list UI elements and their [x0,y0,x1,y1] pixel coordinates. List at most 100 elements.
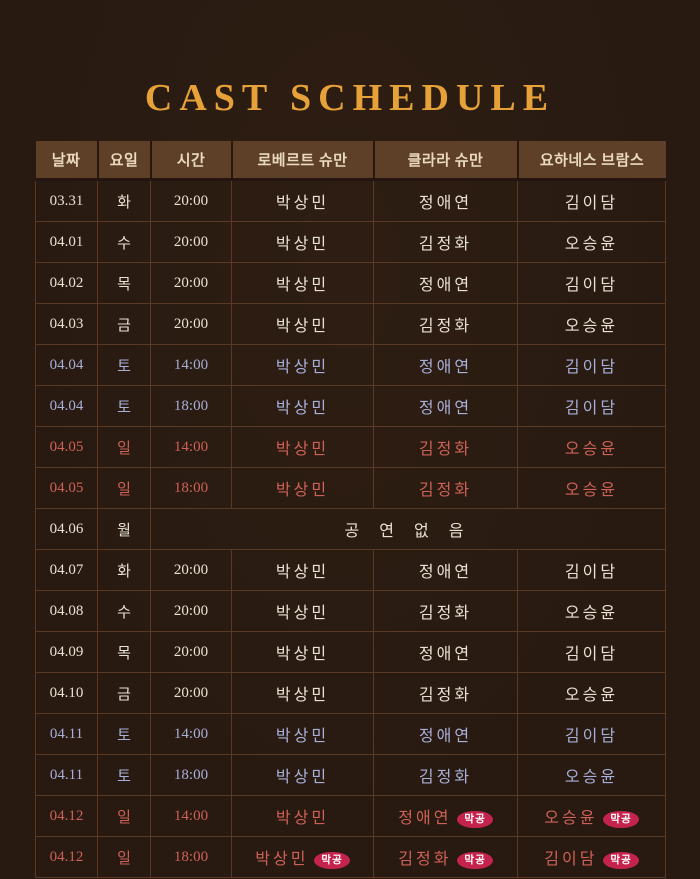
johannes-brahms-cast-cell: 김이담 [517,262,666,304]
final-show-badge: 막공 [603,851,639,870]
clara-schumann-cast-cell: 정애연 [373,549,518,591]
robert-schumann-cast-cell: 박상민 [231,631,374,673]
date-cell: 04.12 [35,795,98,837]
time-cell: 18:00 [150,836,232,878]
table-row: 04.04 토 14:00 박상민 정애연 김이담 [35,344,666,386]
robert-schumann-cast-cell-text: 박상민 [275,318,330,335]
page-title: CAST SCHEDULE [144,77,556,119]
clara-schumann-cast-cell: 정애연 [373,262,518,304]
time-cell: 20:00 [150,262,232,304]
final-show-badge: 막공 [457,851,493,870]
date-cell: 04.11 [35,754,98,796]
clara-schumann-cast-cell: 김정화 막공 [373,836,518,878]
time-cell-text: 20:00 [173,274,209,291]
date-cell: 04.04 [35,385,98,427]
robert-schumann-cast-cell-text: 박상민 [255,850,309,868]
robert-schumann-cast-cell: 박상민 [231,754,374,796]
table-row: 04.09 목 20:00 박상민 정애연 김이담 [35,631,666,673]
robert-schumann-cast-cell: 박상민 [231,713,374,755]
johannes-brahms-cast-cell: 오승윤 [517,426,666,468]
clara-schumann-cast-cell-text: 정애연 [418,564,473,581]
date-cell-text: 04.02 [49,274,84,291]
clara-schumann-cast-cell: 김정화 [373,467,518,509]
clara-schumann-cast-cell: 김정화 [373,754,518,796]
no-show-cell-text: 공 연 없 음 [344,523,472,540]
final-show-badge: 막공 [603,810,639,829]
date-cell: 04.05 [35,426,98,468]
date-cell: 04.04 [35,344,98,386]
clara-schumann-cast-cell: 김정화 [373,672,518,714]
clara-schumann-cast-cell-text: 김정화 [418,482,473,499]
day-cell: 수 [97,221,151,263]
table-row: 04.12 일 14:00 박상민 정애연 막공 오승윤 막공 [35,795,666,837]
robert-schumann-cast-cell: 박상민 [231,590,374,632]
johannes-brahms-cast-cell: 오승윤 [517,303,666,345]
day-cell: 목 [97,631,151,673]
date-cell: 04.08 [35,590,98,632]
date-cell-text: 04.01 [49,233,84,250]
robert-schumann-cast-cell: 박상민 [231,221,374,263]
robert-schumann-cast-cell: 박상민 [231,672,374,714]
robert-schumann-cast-cell: 박상민 [231,385,374,427]
column-header: 날짜 [35,141,99,181]
column-header: 시간 [150,141,233,181]
date-cell: 04.02 [35,262,98,304]
day-cell-text: 화 [117,194,131,211]
clara-schumann-cast-cell-text: 김정화 [418,687,473,704]
day-cell: 토 [97,713,151,755]
time-cell: 14:00 [150,713,232,755]
date-cell-text: 04.04 [49,356,84,373]
day-cell-text: 일 [117,481,131,498]
time-cell-text: 14:00 [173,807,209,824]
date-cell-text: 04.06 [49,520,84,537]
table-row: 04.04 토 18:00 박상민 정애연 김이담 [35,385,666,427]
day-cell-text: 목 [117,645,131,662]
schedule-body: 03.31 화 20:00 박상민 정애연 김이담 04.01 수 20:00 박상민 김정화 오승윤… [35,179,666,878]
day-cell-text: 월 [117,522,131,539]
robert-schumann-cast-cell: 박상민 [231,344,374,386]
day-cell: 일 [97,426,151,468]
date-cell: 03.31 [35,179,98,222]
date-cell: 04.11 [35,713,98,755]
date-cell-text: 04.10 [49,684,84,701]
final-show-badge: 막공 [457,810,493,829]
day-cell: 수 [97,590,151,632]
robert-schumann-cast-cell-text: 박상민 [275,687,330,704]
table-row: 04.01 수 20:00 박상민 김정화 오승윤 [35,221,666,263]
date-cell: 04.09 [35,631,98,673]
table-row: 04.03 금 20:00 박상민 김정화 오승윤 [35,303,666,345]
robert-schumann-cast-cell-text: 박상민 [275,564,330,581]
clara-schumann-cast-cell: 정애연 [373,713,518,755]
robert-schumann-cast-cell: 박상민 [231,303,374,345]
date-cell-text: 04.03 [49,315,84,332]
robert-schumann-cast-cell-text: 박상민 [275,441,330,458]
robert-schumann-cast-cell: 박상민 [231,795,374,837]
time-cell-text: 20:00 [173,315,209,332]
time-cell-text: 20:00 [173,561,209,578]
johannes-brahms-cast-cell-text: 오승윤 [544,809,598,827]
robert-schumann-cast-cell-text: 박상민 [275,728,330,745]
day-cell-text: 금 [117,686,131,703]
date-cell-text: 04.11 [49,766,84,783]
robert-schumann-cast-cell: 박상민 [231,179,374,222]
johannes-brahms-cast-cell-text: 김이담 [564,564,619,581]
johannes-brahms-cast-cell-text: 김이담 [564,646,619,663]
date-cell-text: 04.12 [49,848,84,865]
day-cell-text: 토 [117,768,131,785]
robert-schumann-cast-cell: 박상민 [231,426,374,468]
table-row: 04.05 일 14:00 박상민 김정화 오승윤 [35,426,666,468]
robert-schumann-cast-cell-text: 박상민 [275,482,330,499]
day-cell: 목 [97,262,151,304]
table-row: 04.10 금 20:00 박상민 김정화 오승윤 [35,672,666,714]
table-row: 03.31 화 20:00 박상민 정애연 김이담 [35,179,666,222]
time-cell-text: 14:00 [173,725,209,742]
day-cell: 금 [97,672,151,714]
date-cell-text: 04.08 [49,602,84,619]
clara-schumann-cast-cell-text: 정애연 [418,646,473,663]
clara-schumann-cast-cell-text: 김정화 [418,769,473,786]
time-cell-text: 20:00 [173,233,209,250]
robert-schumann-cast-cell: 박상민 막공 [231,836,374,878]
column-header: 요하네스 브람스 [517,141,666,181]
day-cell: 화 [97,179,151,222]
